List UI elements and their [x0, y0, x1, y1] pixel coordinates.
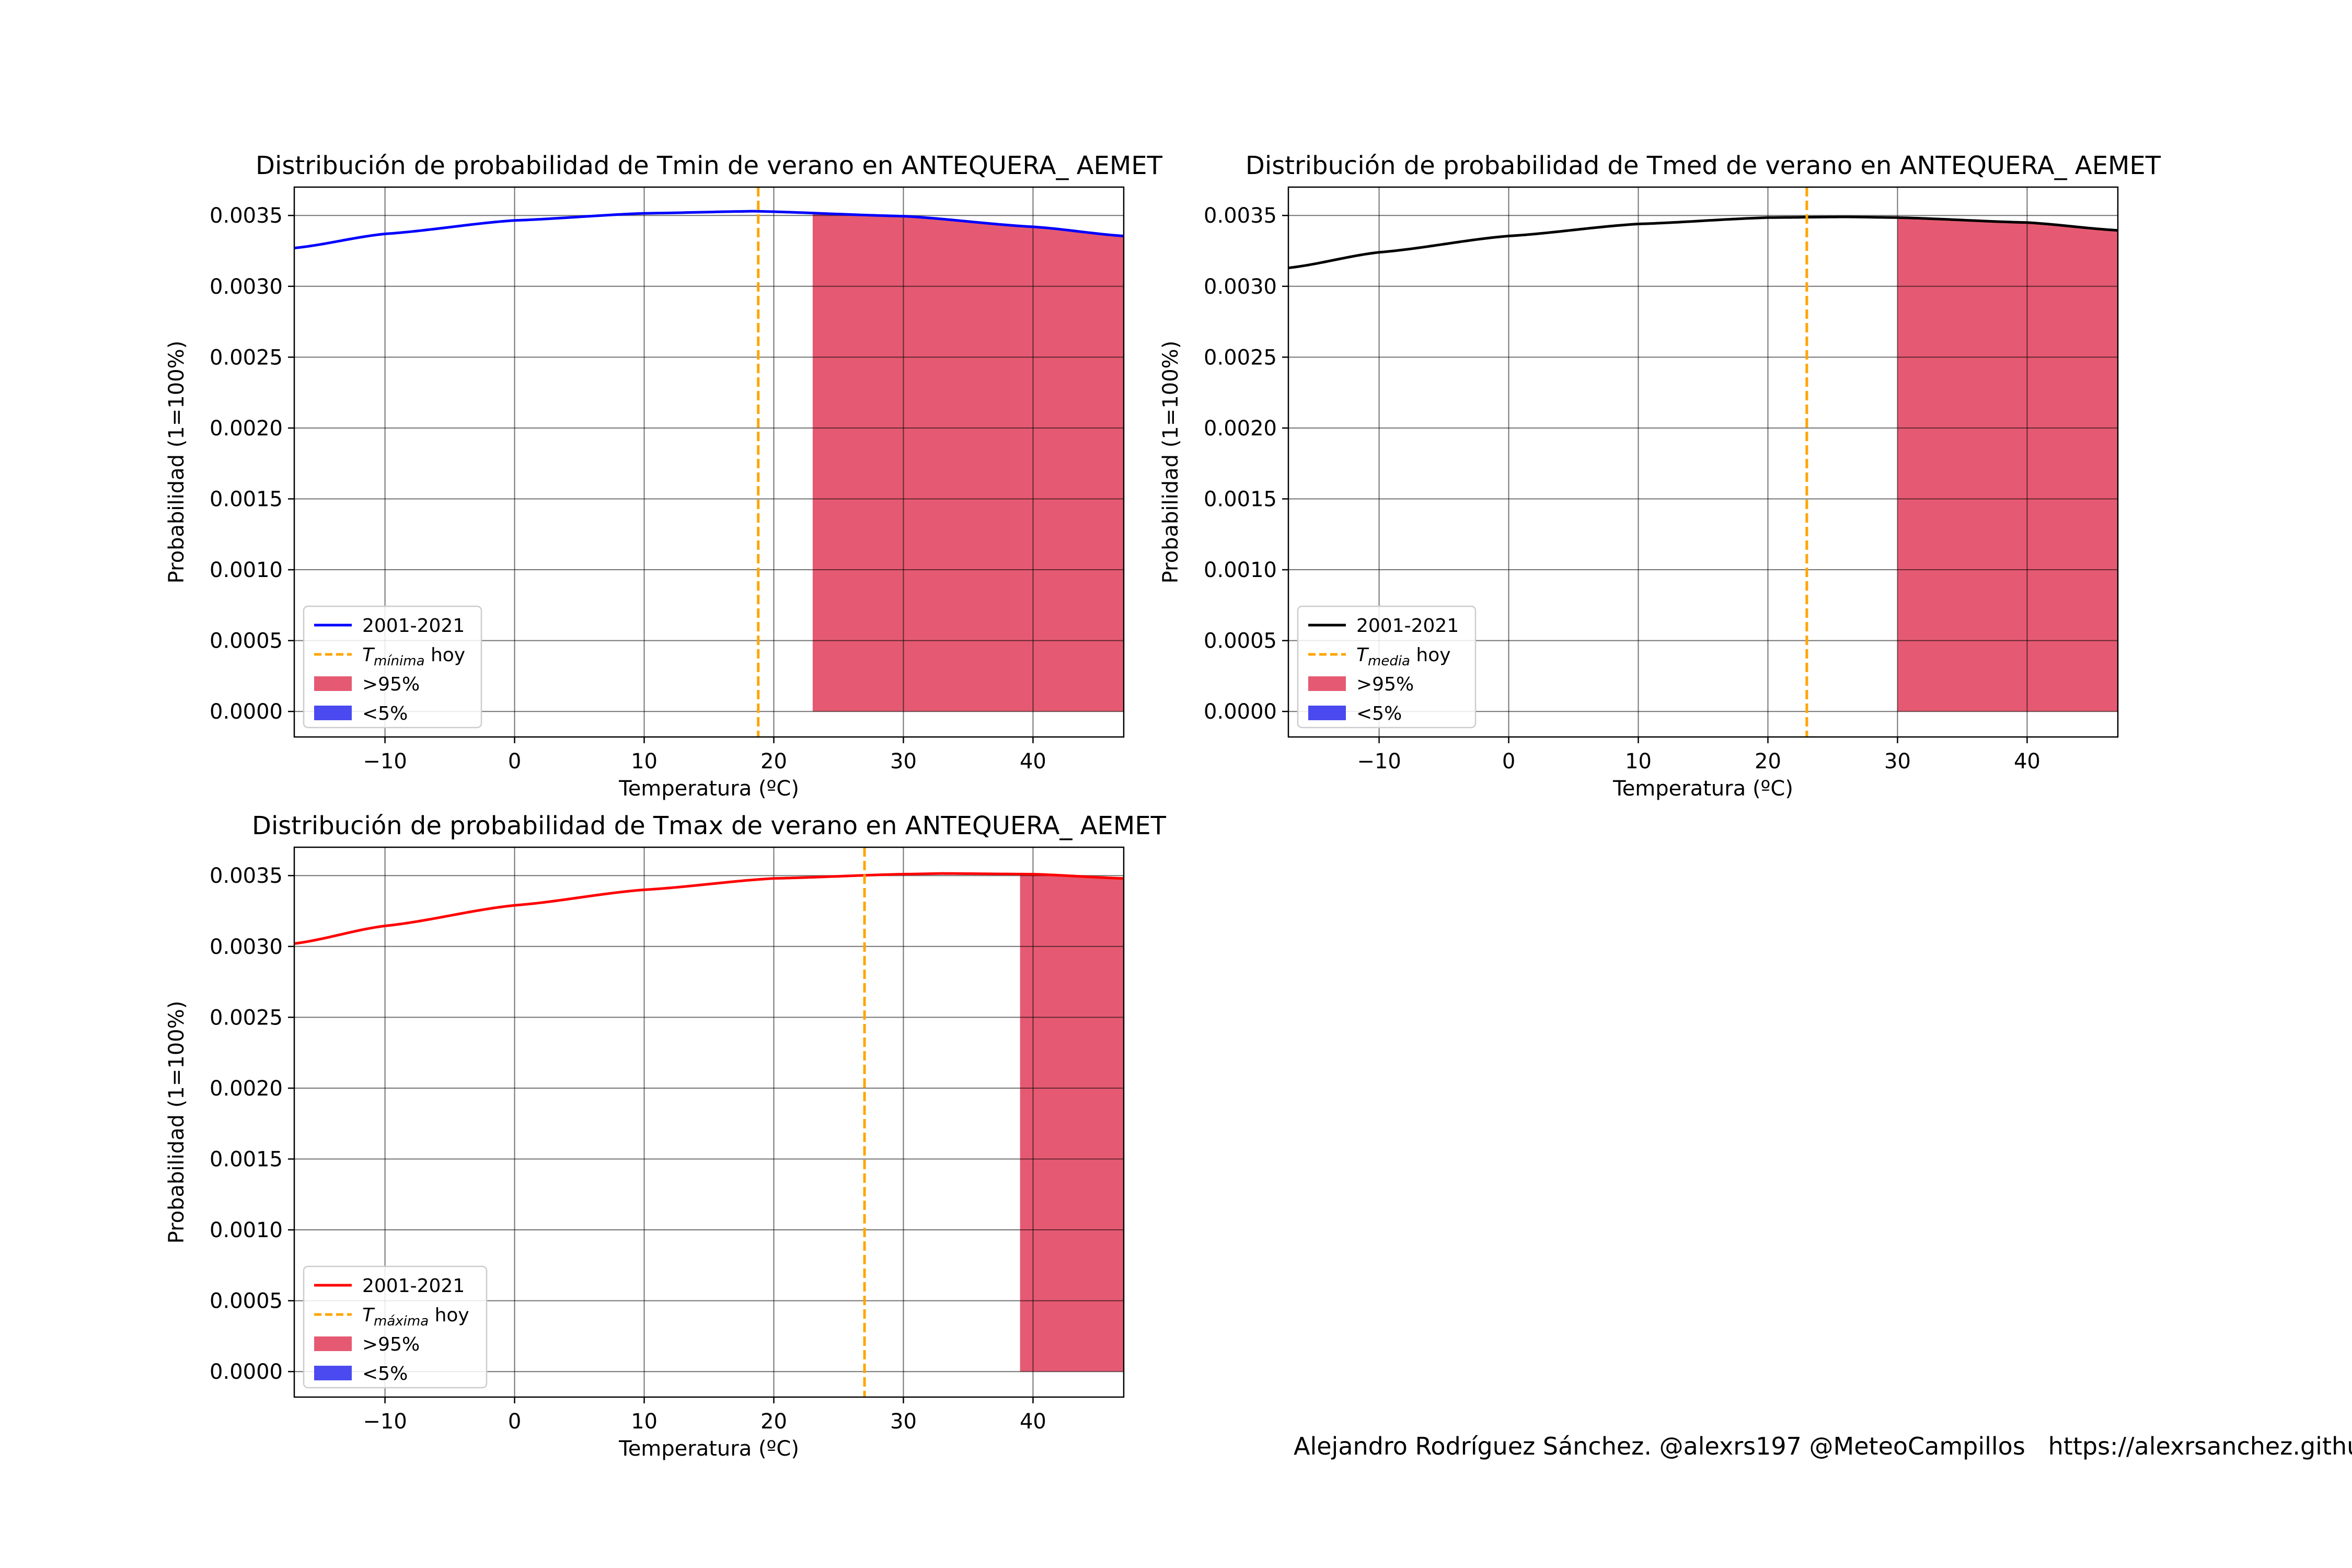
x-tick-label: 20 — [1755, 750, 1781, 774]
legend-upper-label: >95% — [362, 674, 420, 695]
y-tick-label: 0.0030 — [210, 275, 283, 299]
x-tick-label: 30 — [890, 750, 917, 774]
legend-upper-label: >95% — [1356, 674, 1414, 695]
legend-today-label: Tmedia hoy — [1356, 644, 1451, 669]
chart-title: Distribución de probabilidad de Tmin de … — [256, 151, 1163, 180]
y-tick-label: 0.0005 — [1204, 629, 1277, 653]
upper-95-area — [1897, 217, 2118, 712]
chart-1: −10 0 10 20 30 40 0.0000 0.0005 0.0010 0.0015 0.00… — [165, 151, 1163, 801]
x-tick-label: 10 — [631, 1410, 658, 1434]
y-axis-label: Probabilidad (1=100%) — [1159, 341, 1183, 584]
x-tick-label: 0 — [508, 750, 521, 774]
y-tick-label: 0.0000 — [1204, 700, 1277, 724]
legend-today-label: Tmáxima hoy — [362, 1305, 469, 1329]
y-tick-label: 0.0030 — [1204, 275, 1277, 299]
legend-lower-label: <5% — [1356, 703, 1402, 724]
legend-series-label: 2001-2021 — [362, 615, 465, 637]
axes-frame — [293, 186, 1125, 738]
y-tick-label: 0.0005 — [210, 1289, 283, 1313]
x-tick-label: 40 — [1020, 750, 1046, 774]
y-tick-label: 0.0015 — [210, 1147, 283, 1171]
upper-95-area — [1020, 874, 1124, 1372]
legend: 2001-2021 Tmedia hoy >95% <5% — [1297, 605, 1477, 729]
x-tick-label: 30 — [1884, 750, 1911, 774]
y-tick-label: 0.0035 — [1204, 204, 1277, 228]
legend-series-label: 2001-2021 — [362, 1275, 465, 1297]
y-tick-label: 0.0035 — [210, 204, 283, 228]
chart-title: Distribución de probabilidad de Tmax de … — [252, 811, 1167, 840]
x-tick-label: 20 — [760, 1410, 787, 1434]
y-tick-label: 0.0030 — [210, 935, 283, 959]
y-tick-label: 0.0005 — [210, 629, 283, 653]
legend: 2001-2021 Tmáxima hoy >95% <5% — [303, 1265, 488, 1389]
x-tick-label: 30 — [890, 1410, 917, 1434]
x-tick-label: 40 — [2014, 750, 2040, 774]
legend-lower-label: <5% — [362, 1363, 408, 1385]
x-axis-label: Temperatura (ºC) — [618, 777, 799, 801]
legend-lower-label: <5% — [362, 703, 408, 724]
y-tick-label: 0.0015 — [1204, 487, 1277, 511]
y-tick-label: 0.0020 — [210, 417, 283, 441]
series-line — [294, 872, 1124, 945]
chart-3: −10 0 10 20 30 40 0.0000 0.0005 0.0010 0.0015 0.00… — [165, 811, 1167, 1461]
y-axis-label: Probabilidad (1=100%) — [165, 341, 189, 584]
chart-2: −10 0 10 20 30 40 0.0000 0.0005 0.0010 0.0015 0.00… — [1159, 151, 2161, 801]
x-axis-label: Temperatura (ºC) — [1612, 777, 1793, 801]
legend-upper-handle — [314, 676, 352, 691]
y-tick-label: 0.0010 — [210, 558, 283, 582]
x-tick-label: −10 — [363, 1410, 407, 1434]
y-tick-label: 0.0010 — [210, 1218, 283, 1242]
legend-box — [303, 1265, 488, 1389]
x-tick-label: −10 — [1357, 750, 1401, 774]
x-tick-label: 10 — [631, 750, 658, 774]
y-tick-label: 0.0035 — [210, 864, 283, 888]
legend-series-label: 2001-2021 — [1356, 615, 1459, 637]
x-tick-label: 0 — [1502, 750, 1515, 774]
x-tick-label: 40 — [1020, 1410, 1046, 1434]
y-tick-label: 0.0020 — [210, 1077, 283, 1101]
x-tick-label: 0 — [508, 1410, 521, 1434]
legend-today-label: Tmínima hoy — [362, 644, 465, 669]
legend-box — [1297, 605, 1477, 729]
legend-box — [303, 605, 482, 729]
legend-upper-handle — [314, 1336, 352, 1351]
y-tick-label: 0.0000 — [210, 700, 283, 724]
chart-title: Distribución de probabilidad de Tmed de … — [1246, 151, 2161, 180]
axes-frame — [1287, 186, 2119, 738]
author-credit: Alejandro Rodríguez Sánchez. @alexrs197 … — [1294, 1432, 2352, 1460]
y-tick-label: 0.0020 — [1204, 417, 1277, 441]
y-axis-label: Probabilidad (1=100%) — [165, 1001, 189, 1244]
legend-lower-handle — [314, 1366, 352, 1380]
y-tick-label: 0.0025 — [210, 345, 283, 370]
y-tick-label: 0.0000 — [210, 1360, 283, 1384]
legend: 2001-2021 Tmínima hoy >95% <5% — [303, 605, 482, 729]
y-tick-label: 0.0025 — [1204, 345, 1277, 370]
legend-upper-label: >95% — [362, 1334, 420, 1355]
x-tick-label: 10 — [1625, 750, 1652, 774]
x-axis-label: Temperatura (ºC) — [618, 1437, 799, 1461]
y-tick-label: 0.0025 — [210, 1006, 283, 1030]
axes-frame — [293, 846, 1125, 1398]
series-line — [294, 210, 1124, 250]
upper-95-area — [812, 213, 1124, 712]
x-tick-label: 20 — [760, 750, 787, 774]
y-tick-label: 0.0010 — [1204, 558, 1277, 582]
series-line — [1288, 215, 2118, 270]
y-tick-label: 0.0015 — [210, 487, 283, 511]
legend-lower-handle — [1308, 706, 1346, 720]
legend-upper-handle — [1308, 676, 1346, 691]
legend-lower-handle — [314, 706, 352, 720]
x-tick-label: −10 — [363, 750, 407, 774]
